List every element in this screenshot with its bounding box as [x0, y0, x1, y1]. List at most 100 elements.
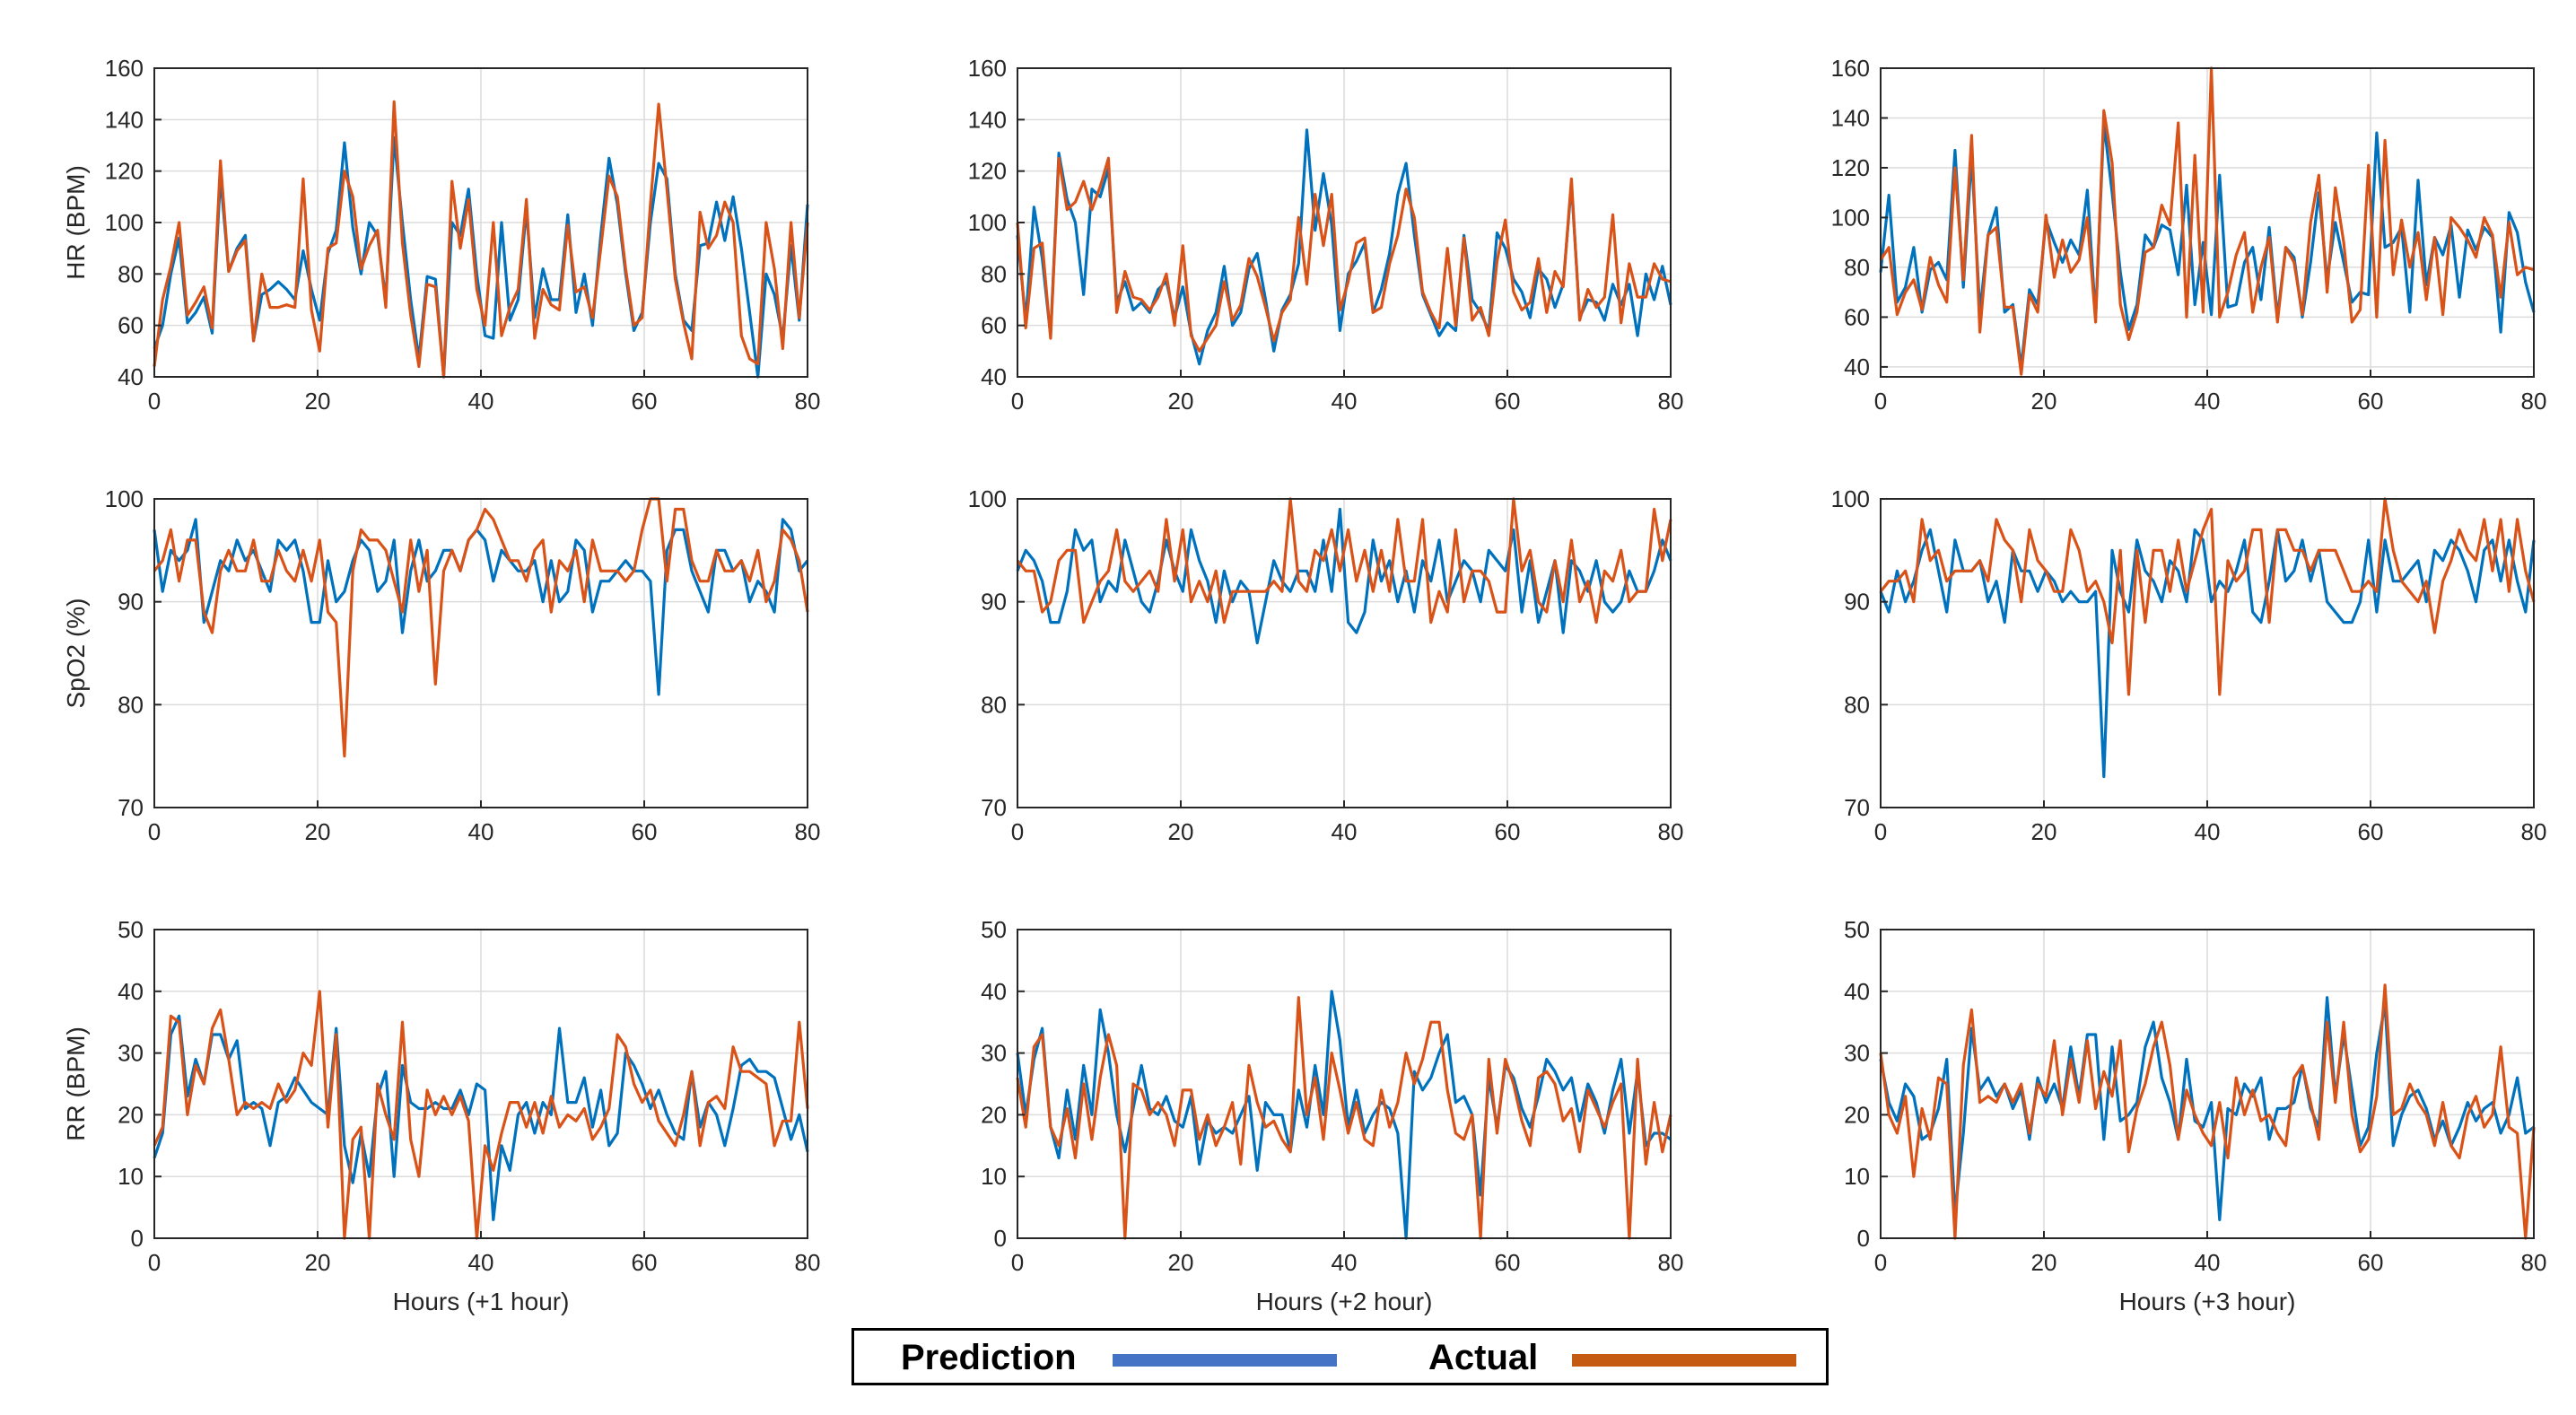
series-line-prediction	[153, 518, 809, 696]
legend-actual-label: Actual	[1428, 1338, 1539, 1377]
y-tick-label: 100	[105, 485, 144, 512]
x-tick-label: 60	[632, 388, 658, 415]
y-tick-label: 140	[1831, 104, 1870, 131]
subplot-r1-c2: 0 20 40 60 80 70 80 90 100	[1831, 485, 2547, 845]
series-line-actual	[1879, 497, 2536, 696]
y-tick-label: 90	[118, 589, 144, 616]
y-tick-label: 10	[118, 1163, 144, 1190]
series-line-prediction	[153, 1014, 809, 1222]
subplot-r2-c0: 0 20 40 60 80 0 10 20 30 40 50 RR (BPM) Hours (+1 ho…	[62, 916, 820, 1315]
x-tick-label: 80	[2521, 388, 2547, 415]
x-tick-label: 80	[795, 1249, 821, 1276]
x-tick-label: 20	[305, 388, 331, 415]
y-tick-label: 40	[1844, 354, 1870, 380]
x-tick-label: 40	[468, 1249, 494, 1276]
y-tick-label: 30	[1844, 1040, 1870, 1067]
y-tick-label: 10	[981, 1163, 1007, 1190]
y-tick-label: 90	[1844, 589, 1870, 616]
x-tick-label: 20	[2031, 1249, 2057, 1276]
y-tick-label: 40	[1844, 978, 1870, 1005]
y-tick-label: 80	[981, 691, 1007, 718]
x-tick-label: 80	[795, 388, 821, 415]
y-tick-label: 70	[118, 794, 144, 821]
legend-prediction-label: Prediction	[901, 1338, 1077, 1377]
y-axis-label: RR (BPM)	[62, 1026, 90, 1141]
y-tick-label: 0	[131, 1225, 144, 1252]
x-tick-label: 60	[2358, 818, 2384, 845]
y-tick-label: 50	[1844, 916, 1870, 943]
y-tick-label: 120	[968, 158, 1007, 185]
x-tick-label: 40	[2195, 1249, 2221, 1276]
y-tick-label: 80	[1844, 254, 1870, 281]
y-tick-label: 0	[1857, 1225, 1870, 1252]
x-tick-label: 0	[148, 818, 161, 845]
y-tick-label: 70	[1844, 794, 1870, 821]
subplot-r0-c2: 0 20 40 60 80 40 60 80 100 120 140 160	[1831, 55, 2547, 415]
y-tick-label: 80	[981, 260, 1007, 287]
series-line-prediction	[1879, 121, 2536, 369]
y-tick-label: 100	[1831, 485, 1870, 512]
series-line-prediction	[1879, 996, 2535, 1222]
x-tick-label: 60	[2358, 388, 2384, 415]
x-tick-label: 20	[305, 818, 331, 845]
x-tick-label: 0	[1011, 1249, 1024, 1276]
y-tick-label: 40	[118, 978, 144, 1005]
x-axis-label: Hours (+1 hour)	[393, 1288, 570, 1315]
x-tick-label: 80	[1658, 388, 1684, 415]
y-tick-label: 40	[981, 363, 1007, 390]
y-tick-label: 30	[118, 1040, 144, 1067]
x-axis-label: Hours (+2 hour)	[1256, 1288, 1433, 1315]
x-tick-label: 0	[1874, 818, 1887, 845]
y-tick-label: 80	[1844, 691, 1870, 718]
subplot-r2-c1: 0 20 40 60 80 0 10 20 30 40 50 Hours (+2 hour)	[981, 916, 1683, 1315]
y-axis-label: HR (BPM)	[62, 165, 90, 280]
x-tick-label: 60	[1495, 1249, 1521, 1276]
y-tick-label: 60	[981, 312, 1007, 339]
legend: Prediction Actual	[851, 1328, 1829, 1385]
x-tick-label: 40	[1332, 1249, 1358, 1276]
subplot-r0-c1: 0 20 40 60 80 40 60 80 100 120 140 160	[968, 55, 1684, 415]
x-axis-label: Hours (+3 hour)	[2119, 1288, 2296, 1315]
series-line-actual	[153, 990, 809, 1240]
x-tick-label: 40	[1332, 818, 1358, 845]
subplot-r0-c0: 0 20 40 60 80 40 60 80 100 120 140 160 HR (BPM)	[62, 55, 820, 415]
x-tick-label: 40	[468, 388, 494, 415]
y-tick-label: 60	[1844, 303, 1870, 330]
y-axis-label: SpO2 (%)	[62, 598, 90, 709]
x-tick-label: 60	[1495, 818, 1521, 845]
y-tick-label: 30	[981, 1040, 1007, 1067]
subplot-r2-c2: 0 20 40 60 80 0 10 20 30 40 50 Hours (+3 hour)	[1844, 916, 2546, 1315]
y-tick-label: 20	[118, 1101, 144, 1128]
x-tick-label: 20	[2031, 818, 2057, 845]
x-tick-label: 60	[632, 1249, 658, 1276]
y-tick-label: 100	[105, 209, 144, 236]
y-tick-label: 100	[968, 209, 1007, 236]
y-tick-label: 40	[118, 363, 144, 390]
y-tick-label: 140	[968, 106, 1007, 133]
y-tick-label: 160	[105, 55, 144, 82]
y-tick-label: 40	[981, 978, 1007, 1005]
series-line-prediction	[1016, 128, 1672, 366]
subplot-r1-c0: 0 20 40 60 80 70 80 90 100 SpO2 (%)	[62, 485, 820, 845]
series-line-actual	[1016, 497, 1672, 625]
series-line-actual	[153, 100, 809, 379]
series-line-prediction	[1016, 507, 1672, 645]
y-tick-label: 140	[105, 106, 144, 133]
y-tick-label: 20	[1844, 1101, 1870, 1128]
x-tick-label: 20	[305, 1249, 331, 1276]
y-tick-label: 80	[118, 260, 144, 287]
series-line-prediction	[1016, 990, 1672, 1240]
x-tick-label: 0	[1011, 388, 1024, 415]
y-tick-label: 160	[968, 55, 1007, 82]
x-tick-label: 60	[632, 818, 658, 845]
series-line-prediction	[1879, 528, 2536, 779]
y-tick-label: 10	[1844, 1163, 1870, 1190]
x-tick-label: 40	[468, 818, 494, 845]
legend-actual-line	[1572, 1354, 1796, 1367]
x-tick-label: 60	[2358, 1249, 2384, 1276]
y-tick-label: 160	[1831, 55, 1870, 82]
y-tick-label: 50	[118, 916, 144, 943]
x-tick-label: 80	[2521, 818, 2547, 845]
x-tick-label: 0	[1874, 388, 1887, 415]
